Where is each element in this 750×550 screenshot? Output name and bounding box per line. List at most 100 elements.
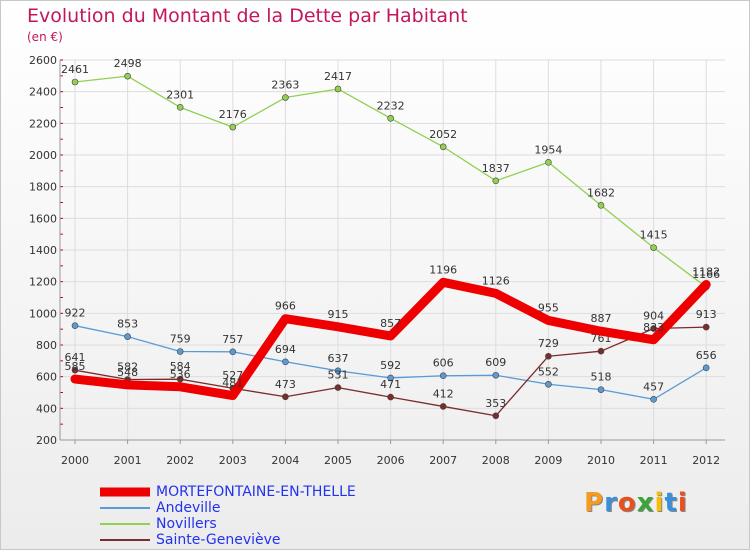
data-label: 527 [222,369,243,382]
y-tick-label: 200 [36,434,57,447]
y-tick-label: 1800 [29,181,57,194]
data-label: 536 [170,368,191,381]
data-label: 1682 [587,186,615,199]
data-label: 694 [275,343,296,356]
y-tick-label: 600 [36,371,57,384]
x-tick-label: 2010 [587,454,615,467]
data-label: 955 [538,301,559,314]
data-label: 473 [275,378,296,391]
data-point [124,72,131,80]
data-point [282,358,289,366]
y-tick-label: 2400 [29,86,57,99]
proxiti-logo: Proxiti [584,488,688,518]
data-label: 759 [170,332,191,345]
y-tick-label: 2600 [29,54,57,67]
x-tick-label: 2006 [377,454,405,467]
data-label: 1126 [482,274,510,287]
data-point [439,143,447,151]
data-point [334,384,342,391]
data-point [545,380,552,388]
data-point [387,393,394,401]
chart-unit: (en €) [27,30,63,44]
data-point [334,85,342,93]
data-label: 2417 [324,70,352,83]
legend-label: Novillers [156,516,217,532]
y-tick-label: 1200 [29,276,57,289]
x-tick-label: 2008 [482,454,510,467]
data-point [492,412,500,420]
data-point [229,348,237,356]
y-tick-label: 1600 [29,212,57,225]
x-tick-label: 2000 [61,454,89,467]
data-label: 1837 [482,162,510,175]
y-tick-label: 800 [36,339,57,352]
data-label: 853 [117,318,138,331]
data-point [597,202,605,209]
data-label: 353 [485,397,506,410]
data-label: 582 [117,361,138,374]
data-label: 2498 [114,57,142,70]
data-point [545,352,552,360]
data-point [702,364,710,372]
data-label: 922 [65,307,86,320]
data-label: 481 [222,377,243,390]
data-label: 966 [275,300,296,313]
data-point [176,375,184,383]
chart-title: Evolution du Montant de la Dette par Hab… [27,5,468,27]
data-point [282,94,289,101]
logo-letter: i [677,488,688,518]
data-label: 637 [328,352,349,365]
data-point [334,367,342,375]
data-label: 1182 [692,266,720,279]
legend-swatch [100,523,150,525]
data-point [439,372,447,380]
data-point [229,123,237,131]
y-tick-label: 400 [36,402,57,415]
data-label: 2052 [429,128,457,141]
x-tick-label: 2001 [114,454,142,467]
logo-letter: x [636,488,655,518]
data-point [387,114,394,122]
data-point [492,371,500,379]
data-point [176,104,184,111]
data-label: 757 [222,333,243,346]
data-label: 457 [643,380,664,393]
legend-swatch [100,507,150,509]
data-point [650,396,657,403]
data-label: 857 [380,317,401,330]
data-label: 1166 [692,268,720,281]
data-label: 2176 [219,108,247,121]
data-label: 585 [65,360,86,373]
x-tick-label: 2007 [429,454,457,467]
legend-label: Sainte-Geneviève [156,532,281,548]
legend-swatch [100,487,150,497]
data-point [387,374,394,382]
data-label: 548 [117,366,138,379]
data-label: 887 [591,312,612,325]
y-tick-label: 1000 [29,307,57,320]
data-point [439,403,447,410]
data-label: 471 [380,378,401,391]
logo-letter: t [664,488,678,518]
y-tick-label: 2000 [29,149,57,162]
logo-letter: i [654,488,665,518]
data-label: 552 [538,365,559,378]
series-line [70,277,711,401]
data-label: 609 [485,356,506,369]
data-point [597,347,605,355]
y-tick-label: 2200 [29,117,57,130]
x-tick-label: 2002 [166,454,194,467]
legend-swatch [100,539,150,541]
data-label: 1415 [640,229,668,242]
data-point [650,244,657,251]
logo-letter: r [604,488,618,518]
x-tick-label: 2004 [271,454,299,467]
data-label: 656 [696,349,717,362]
data-point [650,325,657,332]
y-tick-label: 1400 [29,244,57,257]
data-point [492,177,500,185]
data-point [545,158,552,166]
logo-letter: o [617,488,637,518]
data-label: 606 [433,357,454,370]
